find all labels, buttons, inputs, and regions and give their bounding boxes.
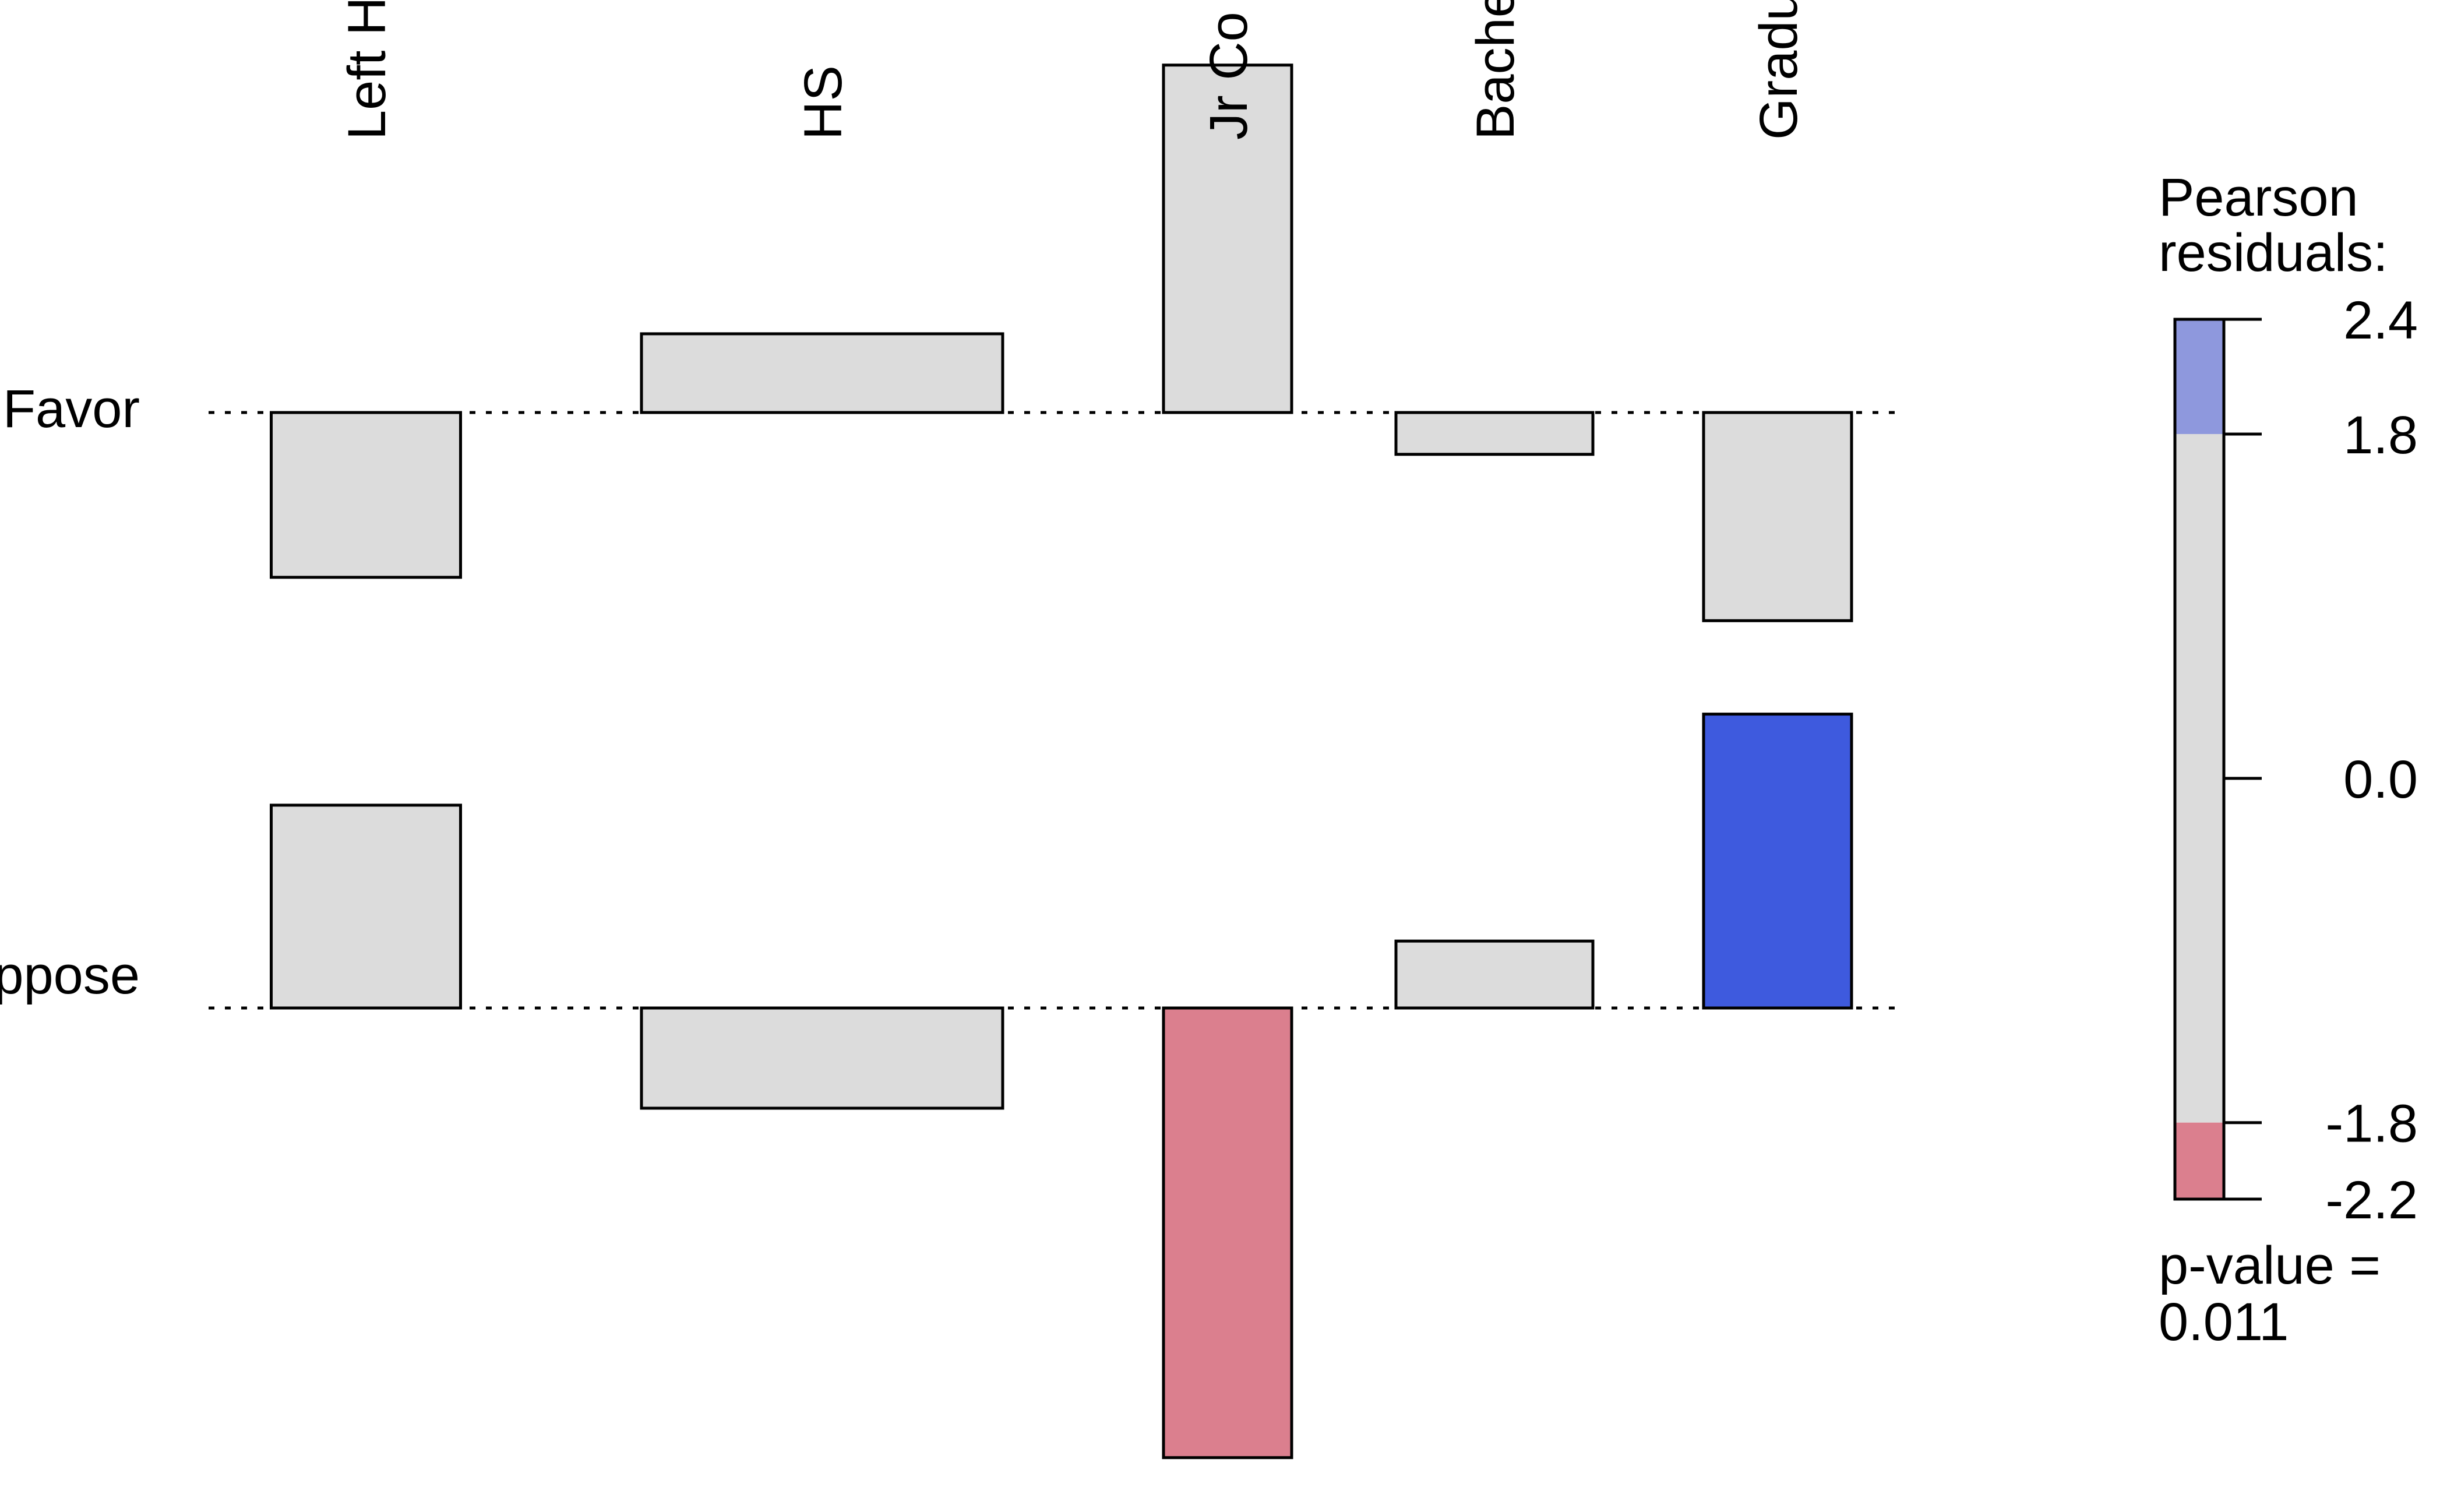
bar-ppose-2 xyxy=(1162,1006,1293,1460)
column-label: Left H xyxy=(337,0,397,140)
p-value-label: p-value = xyxy=(2159,1236,2381,1295)
bar-favor-1 xyxy=(640,332,1004,414)
column-label: Bache xyxy=(1466,0,1525,140)
legend-bar-outline xyxy=(2173,318,2226,1201)
legend-tick-label: -2.2 xyxy=(2325,1171,2418,1230)
legend-ticks: 2.4 1.8 0.0 -1.8 -2.2 xyxy=(2224,291,2418,1230)
legend-title-line2: residuals: xyxy=(2159,223,2388,283)
column-label: HS xyxy=(794,65,853,140)
bar-favor-4 xyxy=(1702,411,1853,622)
legend-band xyxy=(2175,433,2224,1123)
bar-ppose-0 xyxy=(270,803,462,1010)
legend-color-bar xyxy=(2173,318,2226,1201)
legend-tick-label: -1.8 xyxy=(2325,1094,2418,1154)
legend-title-line1: Pearson xyxy=(2159,168,2358,227)
residual-bars xyxy=(270,64,1853,1460)
legend-tick-label: 2.4 xyxy=(2343,291,2418,350)
column-label: Gradu xyxy=(1749,0,1808,140)
bar-favor-2 xyxy=(1162,64,1293,414)
residual-legend: Pearson residuals: 2.4 1.8 0.0 -1.8 -2.2 xyxy=(2159,168,2418,1230)
bar-favor-3 xyxy=(1394,411,1595,456)
row-label: ppose xyxy=(0,946,140,1005)
bar-ppose-3 xyxy=(1394,939,1595,1010)
row-labels: Favor ppose xyxy=(0,379,140,1005)
column-labels: Left H HS Jr Co Bache Gradu xyxy=(337,0,1808,140)
bar-favor-0 xyxy=(270,411,462,579)
legend-band xyxy=(2175,319,2224,434)
legend-band xyxy=(2175,1122,2224,1199)
row-label: Favor xyxy=(3,379,140,439)
legend-tick-label: 0.0 xyxy=(2343,750,2418,809)
bar-ppose-4 xyxy=(1702,713,1853,1010)
legend-tick-label: 1.8 xyxy=(2343,406,2418,465)
row-baselines xyxy=(209,411,1902,1010)
bar-ppose-1 xyxy=(640,1006,1004,1110)
column-label: Jr Co xyxy=(1199,12,1258,140)
p-value-number: 0.011 xyxy=(2159,1292,2289,1352)
